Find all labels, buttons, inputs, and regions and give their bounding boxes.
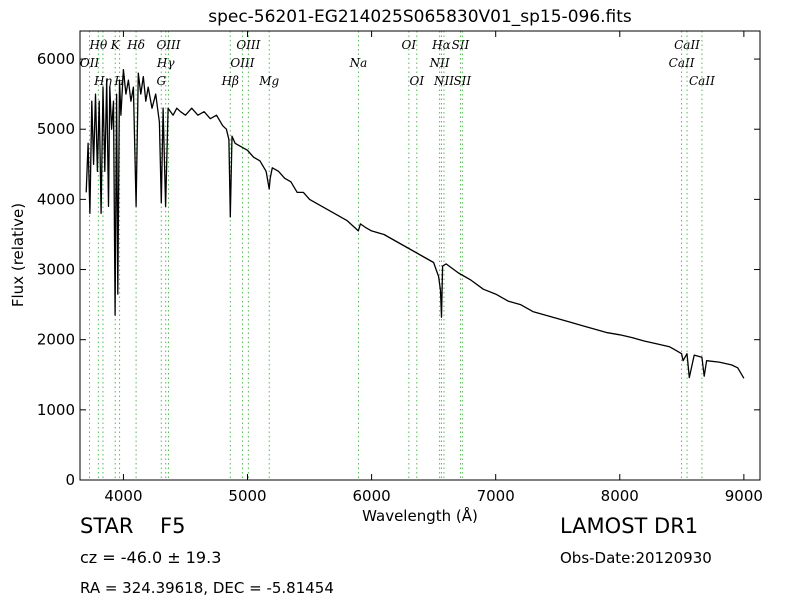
x-tick-label: 7000: [477, 487, 515, 505]
plot-frame: [79, 30, 761, 481]
y-axis-label: Flux (relative): [9, 203, 27, 307]
x-axis-label: Wavelength (Å): [362, 506, 478, 525]
line-marker-label: K: [110, 38, 121, 52]
line-marker-label: NII: [429, 56, 450, 70]
y-tick-label: 5000: [37, 120, 75, 138]
star-subclass: F5: [160, 514, 186, 538]
line-marker-label: Hδ: [126, 38, 145, 52]
line-marker-label: SII: [452, 38, 470, 52]
line-marker-label: Na: [349, 56, 368, 70]
x-tick-label: 5000: [228, 487, 266, 505]
line-marker-label: CaII: [669, 56, 695, 70]
line-marker-label: OI: [402, 38, 417, 52]
line-marker-label: OIII: [156, 38, 180, 52]
y-tick-label: 1000: [37, 401, 75, 419]
line-marker-label: Hθ: [89, 38, 108, 52]
observation-date: Obs-Date:20120930: [560, 549, 712, 567]
y-tick-label: 2000: [37, 331, 75, 349]
line-marker-label: NII: [433, 74, 454, 88]
spectrum-line: [85, 68, 745, 379]
redshift-value: cz = -46.0 ± 19.3: [80, 548, 222, 567]
line-marker-label: Hγ: [156, 56, 175, 70]
coordinates: RA = 324.39618, DEC = -5.81454: [80, 579, 334, 597]
line-marker-label: Hα: [431, 38, 451, 52]
x-tick-label: 6000: [353, 487, 391, 505]
line-marker-label: CaII: [674, 38, 700, 52]
y-axis-ticks: 0 1000 2000 3000 4000 5000 6000: [37, 50, 760, 489]
line-marker-label: Mg: [258, 74, 279, 88]
line-marker-label: Hβ: [221, 74, 239, 88]
line-marker-label: OI: [409, 74, 424, 88]
chart-title: spec-56201-EG214025S065830V01_sp15-096.f…: [208, 7, 632, 27]
y-tick-label: 4000: [37, 190, 75, 208]
line-marker-label: CaII: [689, 74, 715, 88]
y-tick-label: 0: [65, 471, 75, 489]
spectral-line-markers: OIIHθHηKHHδHγGOIIIHβOIIIOIIIMgNaOIOINIIH…: [80, 31, 715, 480]
line-marker-label: OIII: [230, 56, 254, 70]
y-tick-label: 6000: [37, 50, 75, 68]
line-marker-label: OIII: [236, 38, 260, 52]
star-class: STAR: [80, 514, 134, 538]
line-marker-label: G: [156, 74, 166, 88]
line-marker-label: SII: [453, 74, 471, 88]
line-marker-label: Hη: [93, 74, 112, 88]
survey-name: LAMOST DR1: [560, 514, 699, 538]
x-axis-ticks: 4000 5000 6000 7000 8000 9000: [104, 31, 763, 505]
y-tick-label: 3000: [37, 261, 75, 279]
x-tick-label: 9000: [725, 487, 763, 505]
x-tick-label: 8000: [601, 487, 639, 505]
line-marker-label: OII: [80, 56, 100, 70]
x-tick-label: 4000: [104, 487, 142, 505]
